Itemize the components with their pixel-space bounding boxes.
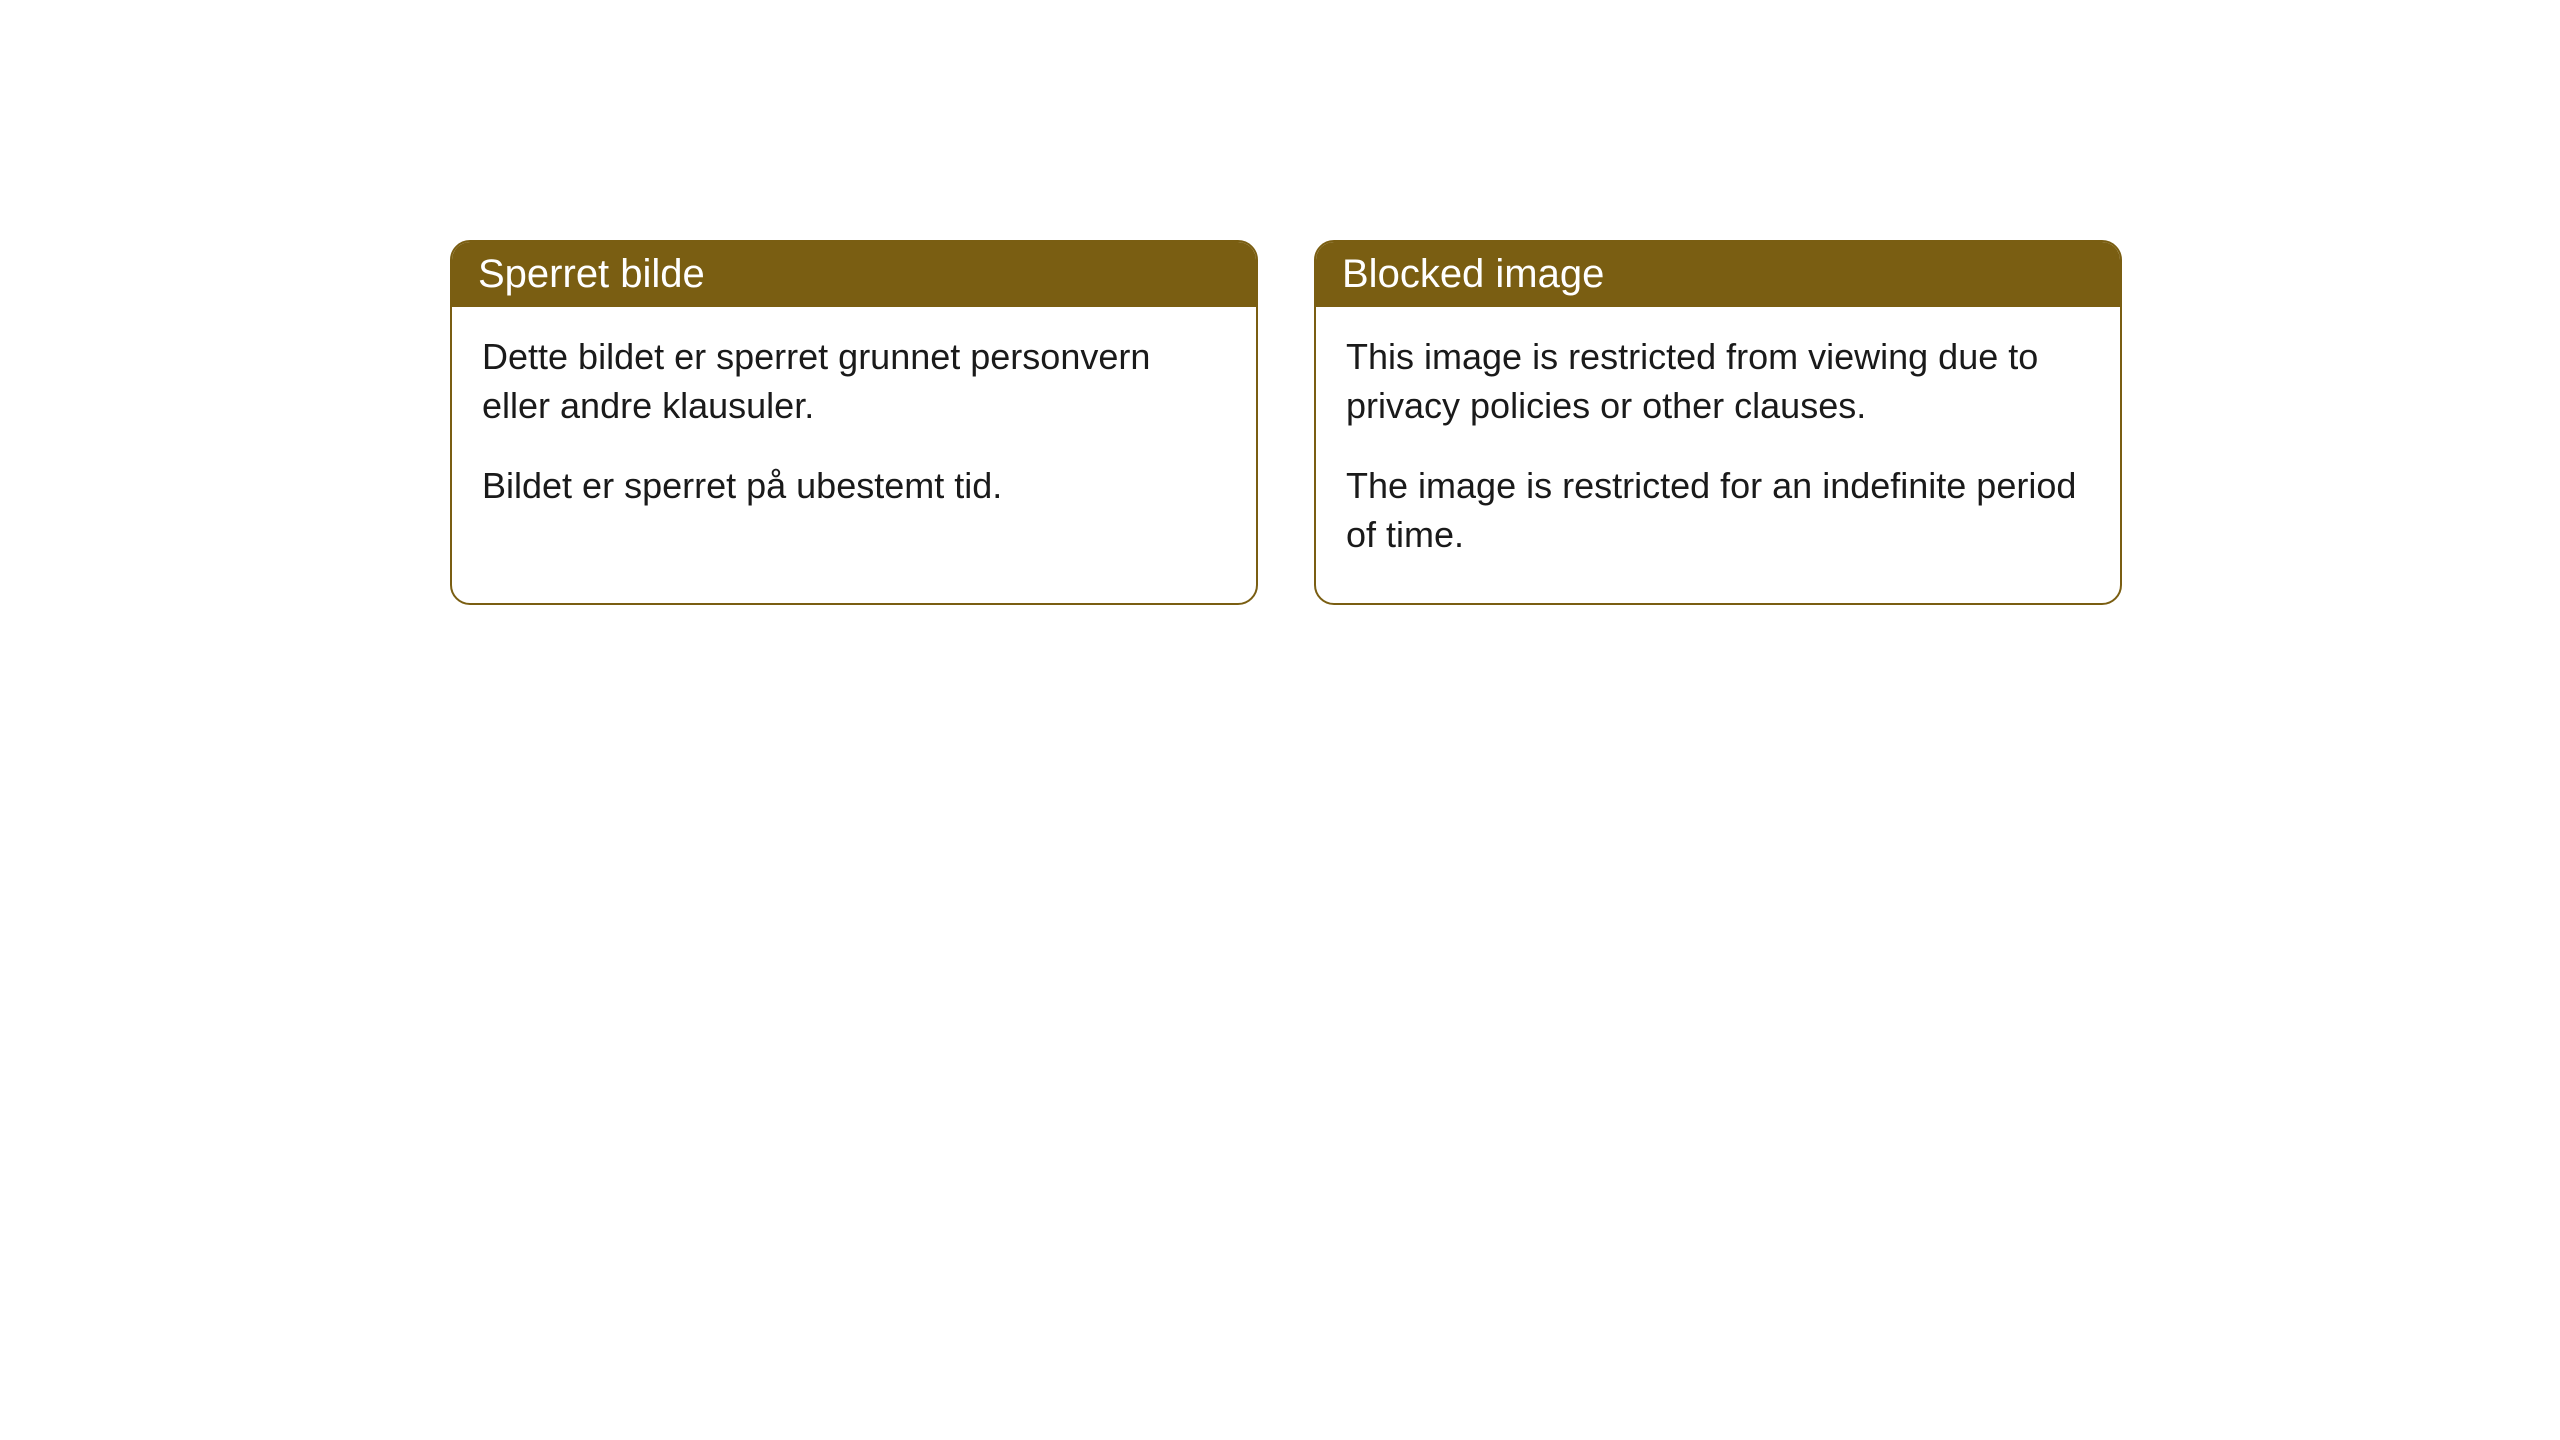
card-body-norwegian: Dette bildet er sperret grunnet personve…	[452, 307, 1256, 555]
card-norwegian: Sperret bilde Dette bildet er sperret gr…	[450, 240, 1258, 605]
card-header-norwegian: Sperret bilde	[452, 242, 1256, 307]
card-header-english: Blocked image	[1316, 242, 2120, 307]
card-english: Blocked image This image is restricted f…	[1314, 240, 2122, 605]
card-paragraph-2-norwegian: Bildet er sperret på ubestemt tid.	[482, 462, 1226, 511]
card-paragraph-1-english: This image is restricted from viewing du…	[1346, 333, 2090, 430]
card-body-english: This image is restricted from viewing du…	[1316, 307, 2120, 603]
cards-container: Sperret bilde Dette bildet er sperret gr…	[450, 240, 2122, 605]
card-paragraph-1-norwegian: Dette bildet er sperret grunnet personve…	[482, 333, 1226, 430]
card-paragraph-2-english: The image is restricted for an indefinit…	[1346, 462, 2090, 559]
